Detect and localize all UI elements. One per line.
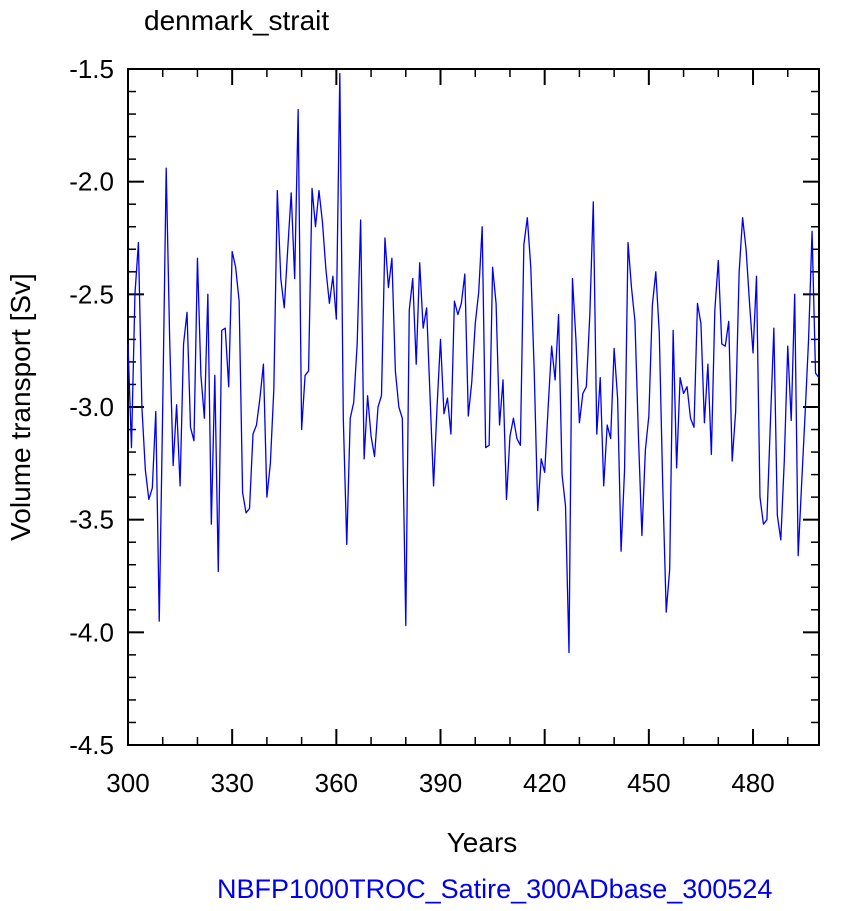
y-tick-label: -2.0 xyxy=(69,167,114,197)
y-tick-label: -4.5 xyxy=(69,730,114,760)
y-tick-label: -4.0 xyxy=(69,617,114,647)
x-tick-label: 450 xyxy=(627,768,670,798)
series-group xyxy=(127,72,820,654)
x-tick-label: 390 xyxy=(419,768,462,798)
x-tick-label: 480 xyxy=(731,768,774,798)
y-tick-label: -1.5 xyxy=(69,54,114,84)
plot-frame xyxy=(127,68,820,746)
y-tick-label: -2.5 xyxy=(69,279,114,309)
x-tick-label: 330 xyxy=(210,768,253,798)
y-axis: -1.5 -2.0 -2.5 -3.0 -3.5 -4.0 -4.5 xyxy=(69,54,819,760)
y-tick-label: -3.5 xyxy=(69,505,114,535)
x-tick-label: 420 xyxy=(523,768,566,798)
series-line xyxy=(127,72,820,654)
x-axis: 300 330 360 390 420 450 480 xyxy=(106,69,789,798)
footer-run-id: NBFP1000TROC_Satire_300ADbase_300524 xyxy=(217,874,772,904)
x-tick-label: 360 xyxy=(315,768,358,798)
chart-title: denmark_strait xyxy=(144,5,329,36)
x-tick-label: 300 xyxy=(106,768,149,798)
x-axis-label: Years xyxy=(447,827,518,858)
y-axis-label: Volume transport [Sv] xyxy=(5,273,36,541)
y-tick-label: -3.0 xyxy=(69,392,114,422)
